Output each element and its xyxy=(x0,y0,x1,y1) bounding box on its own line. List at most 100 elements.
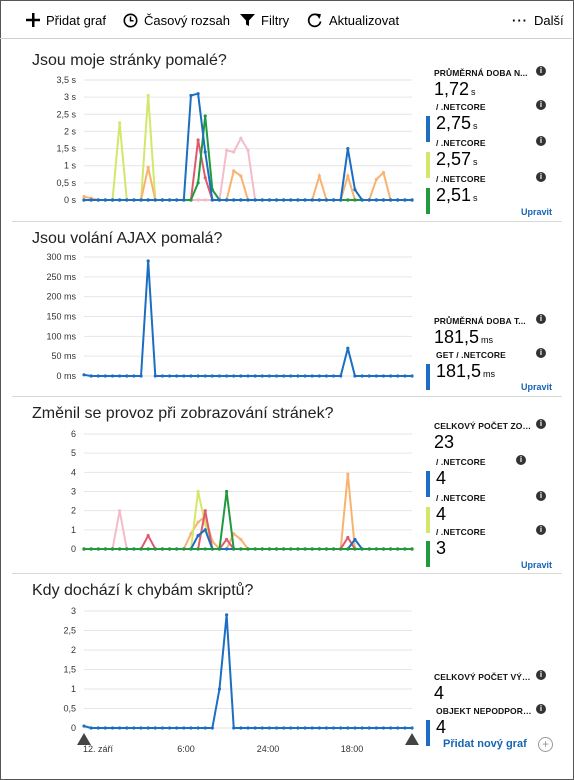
metric-number: 1,72 xyxy=(434,79,470,99)
data-point xyxy=(89,198,93,202)
data-point xyxy=(175,374,179,378)
series-color-bar xyxy=(426,471,430,497)
metric-number: 2,51 xyxy=(436,185,472,205)
panel-title: Kdy dochází k chybám skriptů? xyxy=(32,582,254,599)
data-point xyxy=(217,374,222,378)
data-point xyxy=(82,373,86,377)
series-line xyxy=(83,167,412,201)
data-point xyxy=(210,374,214,378)
data-point xyxy=(282,374,286,378)
metric-label: / .NETCORE xyxy=(436,138,486,148)
time-range-button[interactable]: Časový rozsah xyxy=(123,10,230,30)
data-point xyxy=(303,374,307,378)
edit-link[interactable]: Upravit xyxy=(521,382,553,392)
metric-number: 4 xyxy=(436,468,447,488)
series-line xyxy=(84,92,412,201)
data-point xyxy=(360,726,364,730)
data-point xyxy=(110,547,115,551)
data-point xyxy=(360,547,364,551)
data-point xyxy=(110,198,115,202)
info-icon[interactable]: i xyxy=(536,66,546,76)
data-point xyxy=(381,170,386,175)
data-point xyxy=(89,547,93,551)
data-point xyxy=(239,136,243,140)
data-point xyxy=(203,150,207,154)
info-icon[interactable]: i xyxy=(536,670,546,680)
info-icon[interactable]: i xyxy=(536,525,546,535)
info-icon[interactable]: i xyxy=(536,419,546,429)
data-point xyxy=(403,547,407,551)
data-point xyxy=(118,198,122,202)
metric-unit: ms xyxy=(483,369,496,379)
metric-unit: s xyxy=(473,121,478,131)
panel-divider xyxy=(12,573,562,574)
info-icon[interactable]: i xyxy=(536,314,546,324)
add-chart-button[interactable]: Přidat graf xyxy=(26,10,106,30)
plus-icon xyxy=(26,13,40,27)
data-point xyxy=(203,509,207,513)
series-color-bar xyxy=(426,152,430,178)
data-point xyxy=(374,374,378,378)
data-point xyxy=(118,547,122,551)
info-icon[interactable]: i xyxy=(536,491,546,501)
data-point xyxy=(189,726,193,730)
data-point xyxy=(331,374,336,378)
edit-link[interactable]: Upravit xyxy=(521,560,553,570)
data-point xyxy=(274,374,279,378)
metric-number: 3 xyxy=(436,538,447,558)
info-icon[interactable]: i xyxy=(536,100,546,110)
filters-button[interactable]: Filtry xyxy=(240,10,289,30)
data-point xyxy=(232,150,236,154)
data-point xyxy=(381,374,386,378)
data-point xyxy=(175,726,179,730)
data-point xyxy=(167,198,172,202)
y-tick-label: 2 xyxy=(71,645,76,655)
data-point xyxy=(360,198,364,202)
data-point xyxy=(403,198,407,202)
add-new-chart-link[interactable]: Přidat nový graf xyxy=(443,738,527,750)
data-point xyxy=(146,259,150,263)
data-point xyxy=(153,726,157,730)
data-point xyxy=(303,547,307,551)
clock-icon xyxy=(123,13,138,27)
data-point xyxy=(267,547,271,551)
data-point xyxy=(210,547,214,551)
add-circle-icon[interactable]: + xyxy=(538,737,553,752)
data-point xyxy=(324,726,329,730)
data-point xyxy=(303,198,307,202)
data-point xyxy=(182,198,186,202)
refresh-button[interactable]: Aktualizovat xyxy=(307,10,399,30)
metric-number: 4 xyxy=(436,504,447,524)
panel-title: Jsou moje stránky pomalé? xyxy=(32,52,227,69)
data-point xyxy=(118,374,122,378)
data-point xyxy=(203,176,207,180)
info-icon[interactable]: i xyxy=(516,455,526,465)
data-point xyxy=(96,374,100,378)
data-point xyxy=(189,198,193,202)
series-metric: OBJEKT NEPODPORU... i 4 xyxy=(426,704,566,746)
info-icon[interactable]: i xyxy=(536,348,546,358)
more-button[interactable]: ··· Další xyxy=(512,10,564,30)
y-tick-label: 6 xyxy=(71,429,76,439)
data-point xyxy=(225,613,229,617)
series-color-bar xyxy=(426,507,430,533)
data-point xyxy=(146,93,150,98)
y-tick-label: 100 ms xyxy=(46,331,76,341)
info-icon[interactable]: i xyxy=(536,136,546,146)
data-point xyxy=(339,726,343,730)
data-point xyxy=(153,198,157,202)
info-icon[interactable]: i xyxy=(536,704,546,714)
data-point xyxy=(346,174,350,178)
data-point xyxy=(317,726,321,730)
data-point xyxy=(296,374,300,378)
panel-divider xyxy=(12,221,562,222)
data-point xyxy=(260,374,264,378)
data-point xyxy=(239,537,243,542)
data-point xyxy=(339,198,343,202)
data-point xyxy=(367,547,371,551)
data-point xyxy=(396,374,400,378)
data-point xyxy=(260,726,264,730)
data-point xyxy=(339,547,343,551)
edit-link[interactable]: Upravit xyxy=(521,207,553,217)
info-icon[interactable]: i xyxy=(536,172,546,182)
